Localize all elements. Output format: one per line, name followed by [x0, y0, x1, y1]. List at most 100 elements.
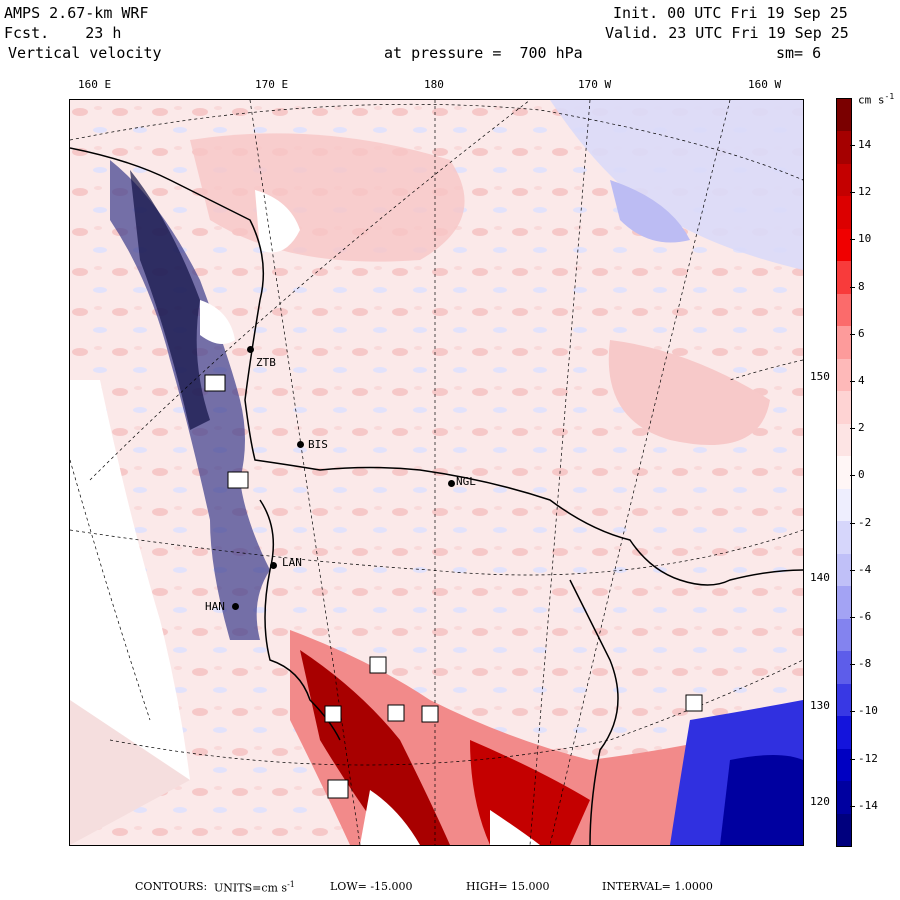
coastline-west-lower: [259, 499, 341, 741]
colorbar-segment: [837, 521, 851, 555]
colorbar-units-text: cm s: [858, 93, 885, 107]
coastline-ross-ice-shelf: [70, 147, 803, 586]
colorbar-tick-label: 0: [858, 468, 865, 482]
field-name: Vertical velocity: [8, 44, 162, 62]
map-canvas: [70, 100, 803, 845]
footer-high: HIGH= 15.000: [466, 880, 550, 893]
colorbar-tick-mark: [850, 192, 855, 194]
contour-label-box: [387, 704, 405, 722]
colorbar-tick-label: -2: [858, 515, 872, 529]
colorbar-segment: [837, 813, 851, 847]
footer-low: LOW= -15.000: [330, 880, 413, 893]
lon-label-170e: 170 E: [255, 78, 289, 91]
colorbar-tick-mark: [850, 617, 855, 618]
colorbar-segment: [837, 163, 851, 197]
contour-label-box: [421, 705, 439, 723]
parallel-5: [729, 359, 803, 381]
coastline-marie-byrd: [569, 579, 619, 845]
station-label-ztb: ZTB: [256, 356, 276, 369]
ice-region-1: [255, 190, 300, 253]
colorbar-tick-label: 12: [858, 185, 872, 199]
footer-interval: INTERVAL= 1.0000: [602, 880, 713, 893]
colorbar-tick-label: -4: [858, 562, 872, 576]
lon-label-180: 180: [424, 78, 444, 91]
lon-label-160w: 160 W: [748, 78, 782, 91]
colorbar-tick-label: -6: [858, 610, 872, 623]
lon-label-170w: 170 W: [578, 78, 612, 91]
meridian-1: [89, 100, 531, 481]
colorbar-segment: [837, 358, 851, 392]
mountain-contours-dense: [130, 170, 210, 430]
colorbar-segment: [837, 651, 851, 685]
colorbar-tick-label: -8: [858, 657, 872, 671]
valid-time: Valid. 23 UTC Fri 19 Sep 25: [605, 24, 849, 42]
station-label-ngl: NGL: [456, 475, 476, 488]
vertical-velocity-map: [69, 99, 804, 846]
colorbar-tick-mark: [850, 475, 855, 477]
colorbar-segment: [837, 423, 851, 457]
colorbar-tick-label: 4: [858, 374, 865, 387]
ice-region-2: [200, 300, 235, 344]
station-label-han: HAN: [205, 600, 225, 613]
forecast-hour: Fcst. 23 h: [4, 24, 122, 42]
colorbar-tick-mark: [850, 711, 855, 713]
contour-label-box: [324, 705, 342, 723]
colorbar-segment: [837, 488, 851, 522]
colorbar-tick-mark: [850, 805, 855, 807]
footer-units: UNITS=cm s-1: [214, 880, 295, 895]
no-data-region-south-2: [490, 810, 540, 845]
colorbar-segment: [837, 618, 851, 652]
parallel-4: [70, 459, 151, 721]
ascent-region-e: [608, 340, 770, 445]
pressure-level: at pressure = 700 hPa: [384, 44, 583, 62]
colorbar-segment: [837, 683, 851, 717]
colorbar-segment: [837, 131, 851, 165]
colorbar-tick-mark: [850, 758, 855, 760]
parallel-1: [70, 103, 803, 181]
graticule: [70, 100, 803, 845]
colorbar-tick-mark: [850, 569, 855, 571]
no-data-region-west: [70, 380, 190, 780]
station-marker-zub: [247, 346, 254, 353]
contour-label-box: [685, 694, 703, 712]
colorbar-segment: [837, 326, 851, 360]
descent-core-se: [720, 755, 803, 845]
station-label-lan: LAN: [282, 556, 302, 569]
colorbar: [836, 98, 852, 847]
colorbar-tick-mark: [850, 381, 855, 382]
meridian-4: [549, 100, 731, 845]
contour-labels: [204, 374, 703, 799]
colorbar-tick-label: 6: [858, 326, 865, 340]
colorbar-tick-label: 8: [858, 279, 865, 293]
west-margin: [70, 700, 190, 845]
colorbar-tick-mark: [850, 286, 855, 288]
mountain-ascent-core: [300, 650, 450, 845]
colorbar-segment: [837, 553, 851, 587]
model-title: AMPS 2.67-km WRF: [4, 4, 149, 22]
station-marker-bis: [297, 441, 304, 448]
footer-contours-label: CONTOURS:: [135, 880, 208, 893]
footer-units-text: UNITS=cm s: [214, 881, 288, 895]
station-label-bis: BIS: [308, 438, 328, 451]
colorbar-segment: [837, 586, 851, 620]
colorbar-tick-mark: [850, 239, 855, 241]
station-marker-ngl: [448, 480, 455, 487]
station-marker-lan: [270, 562, 277, 569]
colorbar-tick-label: 14: [858, 138, 872, 151]
colorbar-tick-mark: [850, 664, 855, 666]
colorbar-segment: [837, 716, 851, 750]
colorbar-segment: [837, 293, 851, 327]
colorbar-tick-label: 2: [858, 421, 865, 435]
contour-label-box: [369, 656, 387, 674]
lon-label-160e: 160 E: [78, 78, 112, 91]
no-data-region-south: [360, 790, 420, 845]
colorbar-units-exponent: -1: [884, 92, 895, 101]
smoothing-level: sm= 6: [776, 44, 822, 62]
colorbar-segment: [837, 261, 851, 295]
contour-label-box: [327, 779, 349, 799]
colorbar-segment: [837, 781, 851, 814]
colorbar-segment: [837, 196, 851, 230]
colorbar-segment: [837, 391, 851, 425]
colorbar-segment: [837, 228, 851, 262]
parallel-2: [70, 529, 803, 576]
